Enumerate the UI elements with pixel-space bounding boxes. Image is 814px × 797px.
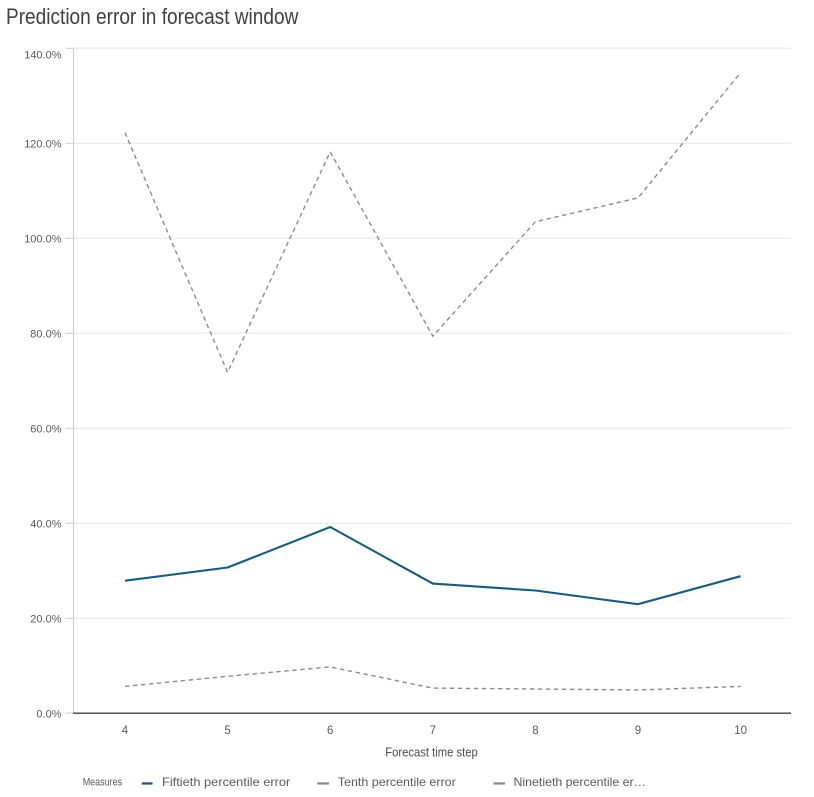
- svg-text:Tenth percentile error: Tenth percentile error: [338, 775, 456, 789]
- svg-text:8: 8: [532, 725, 538, 737]
- svg-text:0.0%: 0.0%: [36, 708, 61, 720]
- svg-text:9: 9: [635, 725, 641, 737]
- svg-text:10: 10: [734, 725, 747, 737]
- svg-text:Fiftieth percentile error: Fiftieth percentile error: [162, 775, 290, 789]
- svg-text:Ninetieth percentile er…: Ninetieth percentile er…: [514, 775, 647, 789]
- svg-text:100.0%: 100.0%: [24, 233, 62, 245]
- svg-text:140.0%: 140.0%: [24, 49, 62, 61]
- svg-text:5: 5: [224, 725, 230, 737]
- svg-text:20.0%: 20.0%: [30, 613, 61, 625]
- svg-text:6: 6: [327, 725, 333, 737]
- svg-text:4: 4: [122, 725, 129, 737]
- svg-text:80.0%: 80.0%: [30, 328, 61, 340]
- svg-text:60.0%: 60.0%: [30, 423, 61, 435]
- svg-text:40.0%: 40.0%: [30, 518, 61, 530]
- svg-text:120.0%: 120.0%: [24, 138, 62, 150]
- svg-text:Measures: Measures: [83, 777, 123, 789]
- svg-text:Forecast time step: Forecast time step: [385, 745, 478, 759]
- svg-text:7: 7: [430, 725, 436, 737]
